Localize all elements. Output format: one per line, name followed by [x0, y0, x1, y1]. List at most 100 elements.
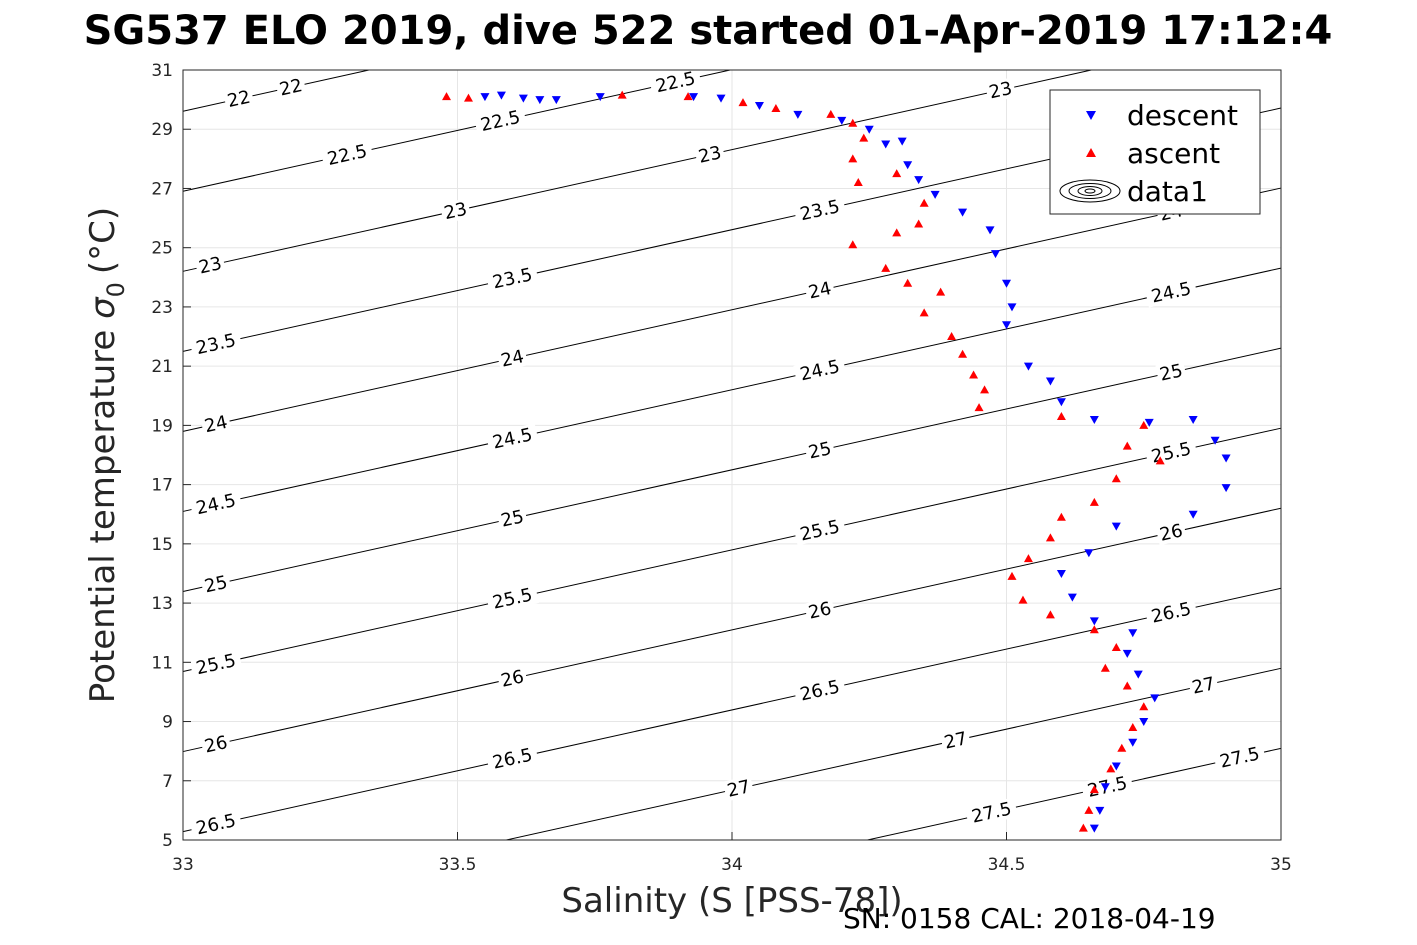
contour-label: 26 [806, 598, 833, 623]
contour-label: 25.5 [491, 584, 535, 613]
descent-point [881, 140, 891, 149]
ascent-point [1045, 533, 1055, 542]
contour-line [182, 187, 1282, 432]
contour-line [506, 667, 1282, 841]
contour-line [182, 267, 1282, 512]
descent-point [518, 94, 528, 103]
ascent-point [826, 109, 836, 118]
ascent-point [1007, 571, 1017, 580]
contour-line [182, 69, 370, 112]
ascent-point [442, 92, 452, 101]
contour-line [182, 587, 1282, 833]
ascent-point [969, 370, 979, 379]
contour-label-bg [439, 198, 472, 224]
contour-label-bg [722, 775, 755, 802]
x-axis-label: Salinity (S [PSS-78]) [561, 881, 902, 921]
ascent-point [1139, 702, 1149, 711]
descent-point [1133, 670, 1143, 679]
contour-label-bg [485, 423, 539, 454]
contour-label-bg [485, 583, 539, 614]
contour-label: 24.5 [798, 356, 842, 385]
contour-label-bg [189, 649, 243, 680]
descent-point [1089, 824, 1099, 833]
ascent-point [947, 332, 957, 341]
ascent-point [1045, 610, 1055, 619]
descent-point [1111, 522, 1121, 531]
contour-label-bg [189, 809, 243, 840]
contour-label-bg [485, 743, 539, 774]
descent-point [535, 96, 545, 105]
contour-label-bg [189, 328, 243, 360]
contour-line [182, 347, 1282, 592]
ascent-point [914, 219, 924, 228]
descent-point [754, 102, 764, 111]
ascent-point [1122, 441, 1132, 450]
y-tick-label: 23 [151, 298, 173, 318]
ascent-point [1056, 512, 1066, 521]
descent-point [903, 161, 913, 170]
contour-label-bg [320, 139, 374, 171]
contour-label: 24 [499, 346, 526, 371]
contour-label-bg [984, 77, 1017, 103]
ascent-point [1084, 805, 1094, 814]
y-tick-label: 25 [151, 239, 173, 259]
descent-point [1221, 454, 1231, 463]
descent-point [716, 94, 726, 103]
ascent-point [848, 118, 858, 127]
y-tick-label: 19 [151, 416, 173, 436]
chart-title: SG537 ELO 2019, dive 522 started 01-Apr-… [84, 8, 1333, 54]
ascent-point [936, 287, 946, 296]
contour-label-bg [200, 411, 232, 437]
ascent-point [859, 133, 869, 142]
contour-label-bg [1144, 597, 1198, 628]
contour-label-bg [1187, 672, 1220, 699]
contour-label: 25.5 [194, 650, 238, 679]
contour-label: 27.5 [1218, 743, 1262, 772]
contour-label: 23 [197, 253, 224, 278]
contour-label-bg [200, 731, 232, 758]
contour-line [182, 427, 1282, 673]
ascent-point [1106, 764, 1116, 773]
contour-label-bg [804, 437, 836, 464]
ascent-point [1122, 681, 1132, 690]
descent-point [1221, 484, 1231, 493]
x-axis-ticks: 33 33.5 34 34.5 35 [172, 832, 1292, 875]
ascent-point [958, 349, 968, 358]
ascent-point [1111, 643, 1121, 651]
contour-label-bg [496, 665, 529, 692]
contour-label: 24.5 [194, 490, 238, 519]
y-tick-label: 5 [162, 831, 173, 851]
ascent-point [1100, 663, 1110, 672]
contour-label-bg [1155, 519, 1188, 546]
contour-label: 22.5 [479, 107, 523, 136]
contour-label-bg [648, 66, 703, 98]
y-tick-label: 29 [151, 120, 173, 140]
y-axis-ticks: 5 7 9 11 13 15 17 19 21 23 25 27 29 31 [151, 61, 191, 851]
descent-point [1002, 279, 1011, 288]
ascent-point [738, 98, 748, 107]
x-tick-label: 34.5 [988, 855, 1026, 875]
contour-label: 26.5 [798, 676, 842, 705]
legend-box [1049, 89, 1261, 215]
ascent-point [1089, 625, 1099, 634]
contour-label-bg [194, 252, 227, 279]
contour-line [182, 69, 731, 192]
descent-point [897, 137, 907, 146]
descent-point [958, 208, 968, 217]
ascent-point [848, 240, 858, 249]
contour-label: 25.5 [1149, 438, 1193, 467]
contour-label: 23.5 [194, 330, 238, 359]
contour-label-bg [793, 675, 847, 706]
descent-point [496, 91, 506, 100]
contour-label-bg [793, 195, 847, 226]
ascent-point [919, 198, 929, 207]
ascent-point [463, 93, 473, 102]
contour-label: 24.5 [491, 424, 535, 453]
y-tick-label: 21 [151, 357, 173, 377]
ascent-point [892, 228, 902, 237]
descent-point [1122, 649, 1132, 658]
y-tick-label: 11 [151, 653, 173, 673]
contour-label: 26.5 [194, 810, 238, 839]
ascent-point [980, 385, 990, 394]
descent-point [1128, 738, 1138, 747]
